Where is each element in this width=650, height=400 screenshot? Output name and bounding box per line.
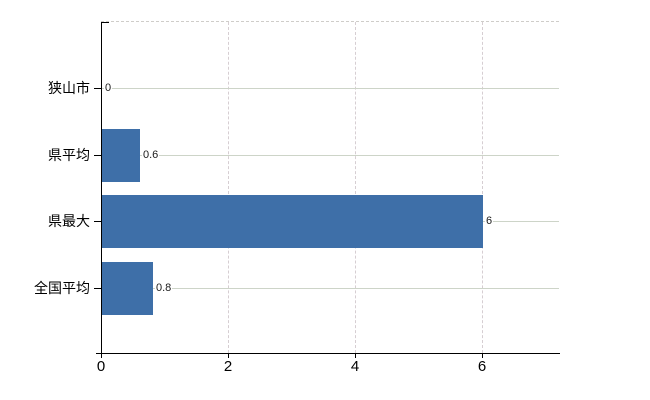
bar-value-label: 0.6 (142, 149, 160, 162)
h-gridline (102, 288, 559, 289)
bar-value-label: 6 (485, 215, 494, 228)
x-axis-line (96, 353, 560, 354)
category-label: 県最大 (48, 213, 90, 229)
v-gridline (355, 22, 356, 353)
v-gridline (482, 22, 483, 353)
plot-top-border (101, 21, 559, 22)
y-axis-tick (94, 288, 101, 289)
h-gridline (102, 88, 559, 89)
x-axis-tick (355, 353, 356, 358)
bar (102, 129, 140, 182)
x-axis-tick (482, 353, 483, 358)
category-label: 全国平均 (34, 280, 90, 296)
x-axis-tick (101, 353, 102, 358)
v-gridline (228, 22, 229, 353)
bar-value-label: 0.8 (155, 282, 173, 295)
y-axis-line (101, 22, 102, 353)
x-axis-tick (228, 353, 229, 358)
y-axis-tick (94, 155, 101, 156)
y-axis-tick (94, 221, 101, 222)
bar-value-label: 0 (104, 82, 113, 95)
y-axis-top-cap (101, 22, 109, 23)
bar (102, 262, 153, 315)
x-axis-tick-label: 0 (96, 358, 106, 375)
x-axis-tick-label: 6 (477, 358, 487, 375)
category-label: 県平均 (48, 147, 90, 163)
x-axis-tick-label: 2 (223, 358, 233, 375)
x-axis-tick-label: 4 (350, 358, 360, 375)
bar (102, 195, 483, 248)
y-axis-tick (94, 88, 101, 89)
h-gridline (102, 155, 559, 156)
category-label: 狭山市 (48, 80, 90, 96)
